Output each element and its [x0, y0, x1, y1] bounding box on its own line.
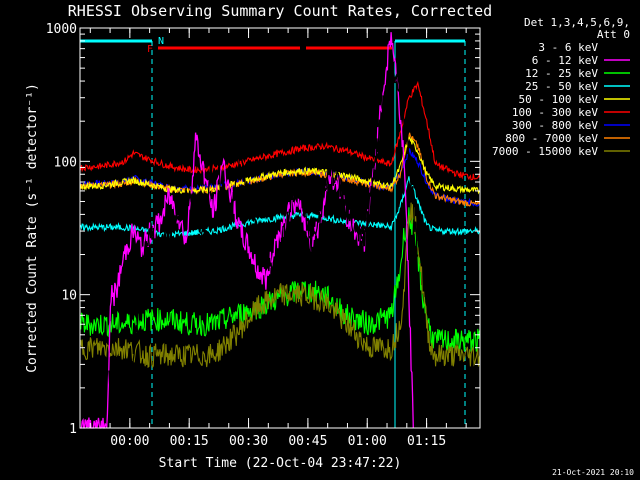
- legend-label: 7000 - 15000 keV: [492, 145, 598, 158]
- x-tick-label: 00:45: [288, 434, 327, 449]
- night-flag-label: N: [158, 36, 164, 47]
- legend-label: 6 - 12 keV: [532, 54, 599, 67]
- y-tick-label: 1: [69, 422, 77, 437]
- y-tick-label: 100: [54, 155, 77, 170]
- flag-layer: NF: [80, 36, 466, 428]
- series-line-100-300keV: [79, 80, 481, 181]
- legend-label: 25 - 50 keV: [525, 80, 598, 93]
- plot-frame: [79, 27, 481, 429]
- x-tick-label: 01:15: [407, 434, 446, 449]
- series-line-12-25keV: [79, 207, 481, 353]
- series-line-3-6keV: [108, 66, 419, 419]
- chart-title: RHESSI Observing Summary Count Rates, Co…: [68, 2, 492, 20]
- legend-label: 100 - 300 keV: [512, 106, 598, 119]
- y-tick-label: 1000: [46, 22, 77, 37]
- y-tick-label: 10: [61, 289, 77, 304]
- legend-label: 50 - 100 keV: [519, 93, 599, 106]
- footer-date: 21-Oct-2021 20:10: [552, 468, 634, 477]
- x-axis-label: Start Time (22-Oct-04 23:47:22): [159, 456, 402, 471]
- series-line-50-100keV: [79, 135, 481, 195]
- legend-label: 12 - 25 keV: [525, 67, 598, 80]
- series-line-6-12keV: [80, 32, 414, 429]
- series-line-25-50keV: [79, 176, 481, 240]
- legend-header-line-1: Det 1,3,4,5,6,9,: [524, 16, 630, 29]
- legend-label: 300 - 800 keV: [512, 119, 598, 132]
- x-tick-label: 00:30: [229, 434, 268, 449]
- flare-flag-label: F: [147, 44, 153, 55]
- series-layer: [79, 32, 481, 429]
- legend-header-line-2: Att 0: [597, 28, 630, 41]
- x-tick-label: 00:15: [170, 434, 209, 449]
- axes-layer: 1 10 100 1000 00:00 00:15 00:30 00:45 01:00 01:15: [46, 22, 481, 449]
- legend-label: 800 - 7000 keV: [505, 132, 598, 145]
- y-axis-label: Corrected Count Rate (s⁻¹ detector⁻¹): [25, 83, 40, 373]
- x-tick-label: 01:00: [348, 434, 387, 449]
- series-line-800-7000keV: [79, 132, 481, 207]
- series-line-7000-15000keV: [79, 202, 481, 369]
- legend-label: 3 - 6 keV: [538, 41, 598, 54]
- x-tick-label: 00:00: [110, 434, 149, 449]
